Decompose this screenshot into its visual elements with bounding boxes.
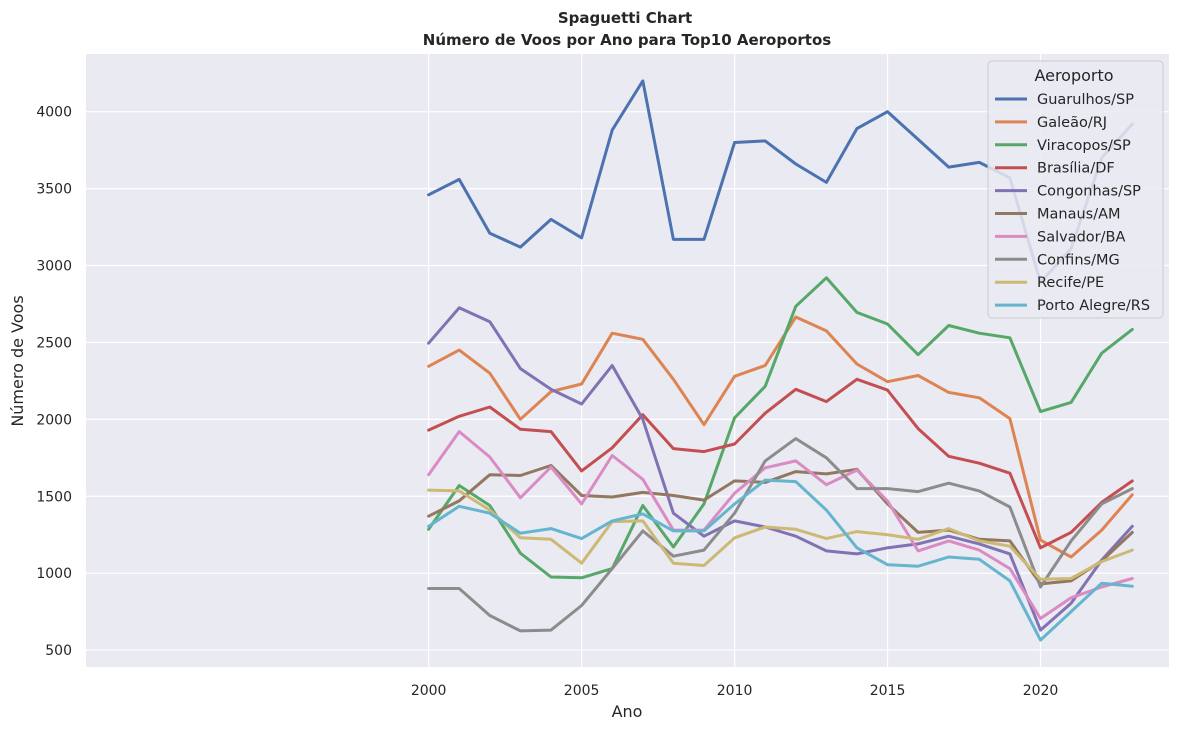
series-lines (427, 79, 1134, 642)
legend-box (987, 60, 1164, 319)
y-tick-label: 2500 (36, 335, 72, 351)
series-line (427, 488, 1134, 581)
x-tick-label: 2020 (1023, 683, 1059, 699)
x-tick-label: 2015 (870, 683, 906, 699)
y-tick-label: 3000 (36, 259, 72, 275)
y-tick-label: 500 (45, 643, 72, 659)
y-tick-label: 1000 (36, 566, 72, 582)
axis-ticks: 2000 2005 2010 2015 2020 500 1000 1500 2000 2500 3… (36, 105, 1058, 699)
legend-entry-label: Guarulhos/SP (1037, 92, 1134, 108)
x-tick-label: 2010 (717, 683, 753, 699)
x-axis-label: Ano (612, 702, 643, 721)
legend-title: Aeroporto (1034, 66, 1113, 85)
legend-entry-label: Confins/MG (1037, 252, 1120, 268)
x-tick-label: 2000 (411, 683, 447, 699)
legend-entry-label: Porto Alegre/RS (1037, 298, 1150, 314)
y-tick-label: 4000 (36, 105, 72, 121)
chart-subtitle: Número de Voos por Ano para Top10 Aeropo… (423, 31, 831, 49)
series-line (427, 464, 1134, 586)
legend-entry-label: Manaus/AM (1037, 207, 1121, 223)
x-tick-label: 2005 (564, 683, 600, 699)
legend-entry-label: Salvador/BA (1037, 229, 1125, 245)
legend-entry-label: Galeão/RJ (1037, 115, 1107, 131)
series-line (427, 315, 1134, 559)
legend-entry-label: Congonhas/SP (1037, 184, 1141, 200)
series-line (427, 377, 1134, 550)
series-line (427, 430, 1134, 620)
chart-title: Spaguetti Chart (558, 9, 692, 27)
series-line (427, 276, 1134, 580)
series-line (427, 306, 1134, 632)
legend-entry-label: Recife/PE (1037, 275, 1104, 291)
y-tick-label: 3500 (36, 182, 72, 198)
legend: Aeroporto Guarulhos/SP Galeão/RJ Viracopos… (987, 60, 1164, 319)
legend-entry-label: Viracopos/SP (1037, 138, 1131, 154)
series-line (427, 478, 1134, 642)
legend-entry-label: Brasília/DF (1037, 161, 1115, 177)
y-tick-label: 2000 (36, 412, 72, 428)
y-tick-label: 1500 (36, 489, 72, 505)
series-line (427, 437, 1134, 633)
y-axis-label: Número de Voos (8, 295, 27, 426)
